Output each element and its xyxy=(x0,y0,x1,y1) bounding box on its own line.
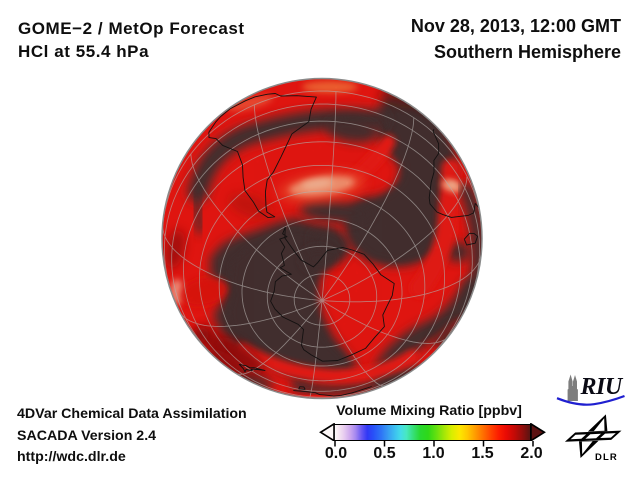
svg-text:DLR: DLR xyxy=(595,452,618,463)
svg-text:RIU: RIU xyxy=(580,374,624,400)
